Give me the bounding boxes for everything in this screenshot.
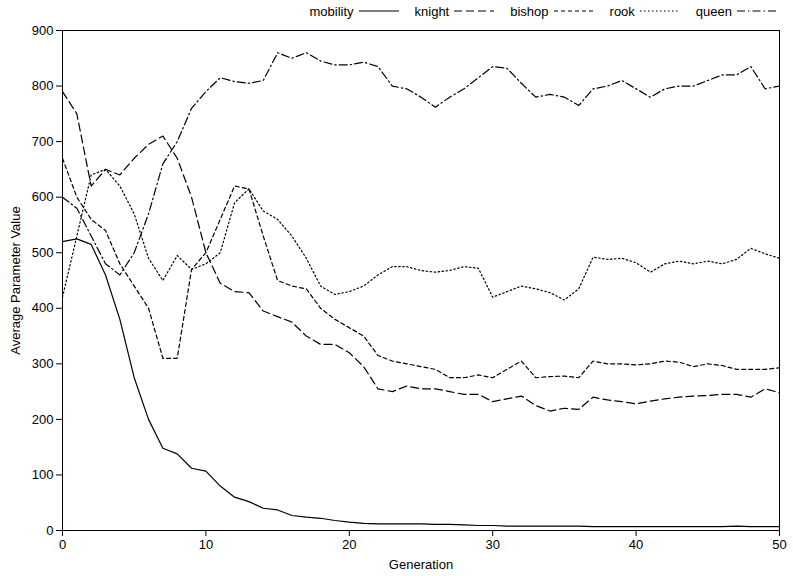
svg-text:0: 0 [59,537,66,552]
svg-text:400: 400 [32,300,54,315]
html-text:rook: rook [609,3,635,19]
svg-text:500: 500 [32,245,54,260]
svg-text:30: 30 [485,537,499,552]
svg-text:700: 700 [32,134,54,149]
svg-text:0: 0 [46,523,53,538]
svg-text:200: 200 [32,412,54,427]
svg-text:600: 600 [32,189,54,204]
svg-text:Average Parameter Value: Average Parameter Value [8,206,23,354]
html-text:mobility: mobility [309,3,354,19]
html-text:bishop: bishop [510,3,549,19]
svg-text:40: 40 [629,537,643,552]
svg-text:20: 20 [342,537,356,552]
html-text:knight: knight [414,3,450,19]
svg-text:900: 900 [32,23,54,38]
svg-text:Generation: Generation [389,557,453,572]
svg-text:800: 800 [32,78,54,93]
svg-text:50: 50 [772,537,786,552]
svg-text:100: 100 [32,467,54,482]
svg-text:10: 10 [199,537,213,552]
html-text:queen: queen [695,3,732,19]
svg-text:300: 300 [32,356,54,371]
